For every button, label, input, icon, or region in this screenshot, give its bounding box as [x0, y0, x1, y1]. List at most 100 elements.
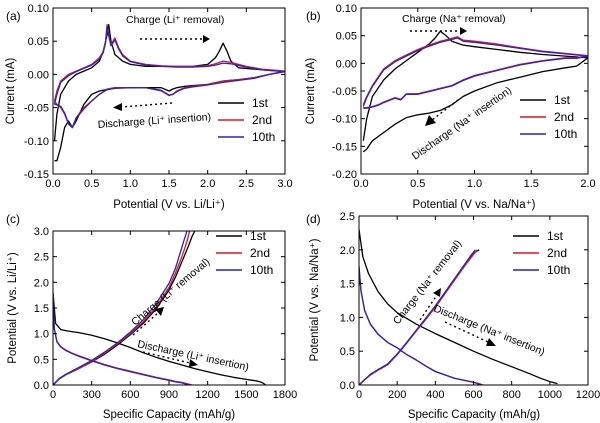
panel-c-xtick-label-5: 1500 — [234, 389, 258, 401]
panel-d-ytick-label-0: 0.0 — [340, 380, 355, 392]
panel-b-charge-arrowhead — [460, 27, 467, 35]
panel-d-charge-arrowhead — [433, 288, 441, 297]
panel-a-xtick-label-4: 2.0 — [200, 178, 215, 190]
panel-a-legend-label-2nd: 2nd — [252, 113, 272, 127]
panel-a-xtick-label-6: 3.0 — [277, 178, 292, 190]
panel-d-series-1st-curve-0 — [359, 229, 558, 385]
panel-c-ylabel: Potential (V vs. Li/Li⁺) — [7, 252, 19, 364]
panel-c-xtick-label-1: 300 — [82, 389, 100, 401]
panel-b: 0.0 0.5 1.0 1.5 2.0 -0.20 -0.15 -0.10 -0.05 0.00 0… — [305, 3, 596, 211]
panel-b-series-1st-curve-0 — [362, 30, 588, 153]
panel-b-xtick-label-1: 0.5 — [410, 178, 425, 190]
panel-c-xtick-label-4: 1200 — [195, 389, 219, 401]
panel-c-legend: 1st 2nd 10th — [216, 229, 273, 277]
panel-c-ytick-label-4: 2.0 — [34, 277, 49, 289]
panel-c-series-10th-curve-1 — [53, 231, 188, 385]
panel-a-curves — [53, 23, 285, 162]
panel-d-xtick-label-5: 1000 — [538, 389, 562, 401]
panel-c-ytick-label-3: 1.5 — [34, 303, 49, 315]
panel-b-ytick-label-2: -0.10 — [332, 114, 357, 126]
panel-a-ytick-label-4: 0.05 — [28, 36, 49, 48]
panel-d-ytick-label-4: 2.0 — [340, 245, 355, 257]
panel-c-legend-label-10th: 10th — [250, 263, 273, 277]
panel-a-xtick-label-1: 0.5 — [84, 178, 99, 190]
panel-b-curves — [362, 30, 588, 153]
panel-b-discharge-arrowhead — [425, 115, 436, 126]
panel-a-ylabel: Current (mA) — [5, 58, 17, 125]
panel-b-ytick-label-3: -0.05 — [332, 86, 357, 98]
panel-c: 0 300 600 900 1200 1500 1800 0.0 0.5 1.0 1.5 2.0 2.5… — [6, 212, 297, 421]
panel-b-annot-charge: Charge (Na⁺ removal) — [402, 13, 506, 25]
panel-d-curves — [359, 229, 558, 385]
panel-a-series-1st-curve-0 — [53, 23, 285, 162]
panel-d-label: (d) — [306, 212, 321, 226]
panel-b-ylabel: Current (mA) — [305, 58, 317, 125]
panel-c-series-1st-curve-1 — [53, 231, 196, 385]
panel-b-discharge-arrow — [431, 99, 459, 121]
panel-c-xlabel: Specific Capacity (mAh/g) — [103, 409, 235, 421]
panel-a-legend-label-1st: 1st — [252, 96, 269, 110]
panel-a-label: (a) — [6, 9, 21, 23]
panel-c-series-10th-curve-0 — [53, 295, 189, 385]
panel-b-xtick-label-3: 1.5 — [524, 178, 539, 190]
panel-c-legend-label-1st: 1st — [250, 229, 267, 243]
panel-a-ticks: 0.0 0.5 1.0 1.5 2.0 2.5 3.0 -0.15 -0.10 -0.05 0.00… — [24, 3, 293, 190]
panel-c-discharge-arrow — [142, 351, 191, 364]
panel-a-annot-charge: Charge (Li⁺ removal) — [126, 14, 224, 26]
panel-a-ytick-label-5: 0.10 — [28, 3, 49, 15]
panel-d-ytick-label-2: 1.0 — [340, 312, 355, 324]
panel-c-label: (c) — [6, 212, 20, 226]
panel-b-legend-label-10th: 10th — [554, 127, 577, 141]
panel-a-discharge-arrow — [121, 102, 173, 108]
panel-a-ytick-label-2: -0.05 — [24, 103, 49, 115]
panel-a-annot-discharge: Discharge (Li⁺ insertion) — [97, 111, 211, 131]
panel-c-curves — [53, 231, 267, 385]
panel-a-ytick-label-0: -0.15 — [24, 169, 49, 181]
panel-c-charge-arrowhead — [155, 307, 164, 316]
panel-a-charge-arrowhead — [203, 35, 210, 43]
panel-a-series-10th-curve-0 — [53, 25, 285, 129]
panel-b-legend-label-1st: 1st — [554, 93, 571, 107]
panel-b-ytick-label-0: -0.20 — [332, 169, 357, 181]
panel-b-arrows — [410, 27, 467, 126]
panel-a-ytick-label-3: 0.00 — [28, 69, 49, 81]
panel-d-series-10th-curve-1 — [359, 249, 476, 385]
panel-c-xtick-label-2: 600 — [121, 389, 139, 401]
panel-d-ylabel: Potential (V vs. Na/Na⁺) — [309, 238, 321, 361]
panel-c-xtick-label-0: 0 — [50, 389, 56, 401]
panel-d-xtick-label-2: 400 — [426, 389, 444, 401]
panel-a-xtick-label-0: 0.0 — [45, 178, 60, 190]
panel-d-legend-label-2nd: 2nd — [547, 246, 567, 260]
panel-b-ytick-label-6: 0.10 — [336, 3, 357, 15]
panel-b-xtick-label-4: 2.0 — [580, 178, 595, 190]
panel-b-legend-label-2nd: 2nd — [554, 110, 574, 124]
panel-d-xtick-label-6: 1200 — [576, 389, 600, 401]
panel-d-xlabel: Specific Capacity (mAh/g) — [408, 409, 540, 421]
panel-c-series-1st-curve-0 — [53, 292, 267, 385]
panel-a-xtick-label-2: 1.0 — [123, 178, 138, 190]
panel-d-annot-discharge: Discharge (Na⁺ insertion) — [432, 303, 547, 359]
panel-c-ytick-label-0: 0.0 — [34, 380, 49, 392]
panel-c-annot-charge: Charge (Li⁺ removal) — [129, 256, 212, 328]
panel-d-charge-arrow — [419, 294, 438, 321]
panel-d-ytick-label-1: 0.5 — [340, 346, 355, 358]
panel-a-ytick-label-1: -0.10 — [24, 136, 49, 148]
panel-a-legend-label-10th: 10th — [252, 130, 275, 144]
panel-a-xtick-label-3: 1.5 — [161, 178, 176, 190]
panel-b-legend: 1st 2nd 10th — [520, 93, 577, 141]
panel-b-ytick-label-4: 0.00 — [336, 58, 357, 70]
panel-a: 0.0 0.5 1.0 1.5 2.0 2.5 3.0 -0.15 -0.10 -0.05 0.00… — [5, 3, 293, 211]
panel-d-legend-label-1st: 1st — [547, 229, 564, 243]
panel-b-annot-discharge: Discharge (Na⁺ insertion) — [410, 85, 514, 163]
panel-d-xtick-label-3: 600 — [464, 389, 482, 401]
panel-a-discharge-arrowhead — [113, 103, 122, 111]
panel-b-series-10th-curve-0 — [362, 37, 588, 109]
panel-a-series-2nd-curve-0 — [53, 23, 285, 129]
panel-d-series-10th-curve-0 — [359, 266, 482, 385]
panel-c-ticks: 0 300 600 900 1200 1500 1800 0.0 0.5 1.0 1.5 2.0 2.5… — [34, 226, 298, 401]
panel-b-ytick-label-5: 0.05 — [336, 31, 357, 43]
panel-d-xtick-label-1: 200 — [388, 389, 406, 401]
panel-c-charge-arrow — [132, 312, 159, 336]
panel-b-xtick-label-0: 0.0 — [353, 178, 368, 190]
